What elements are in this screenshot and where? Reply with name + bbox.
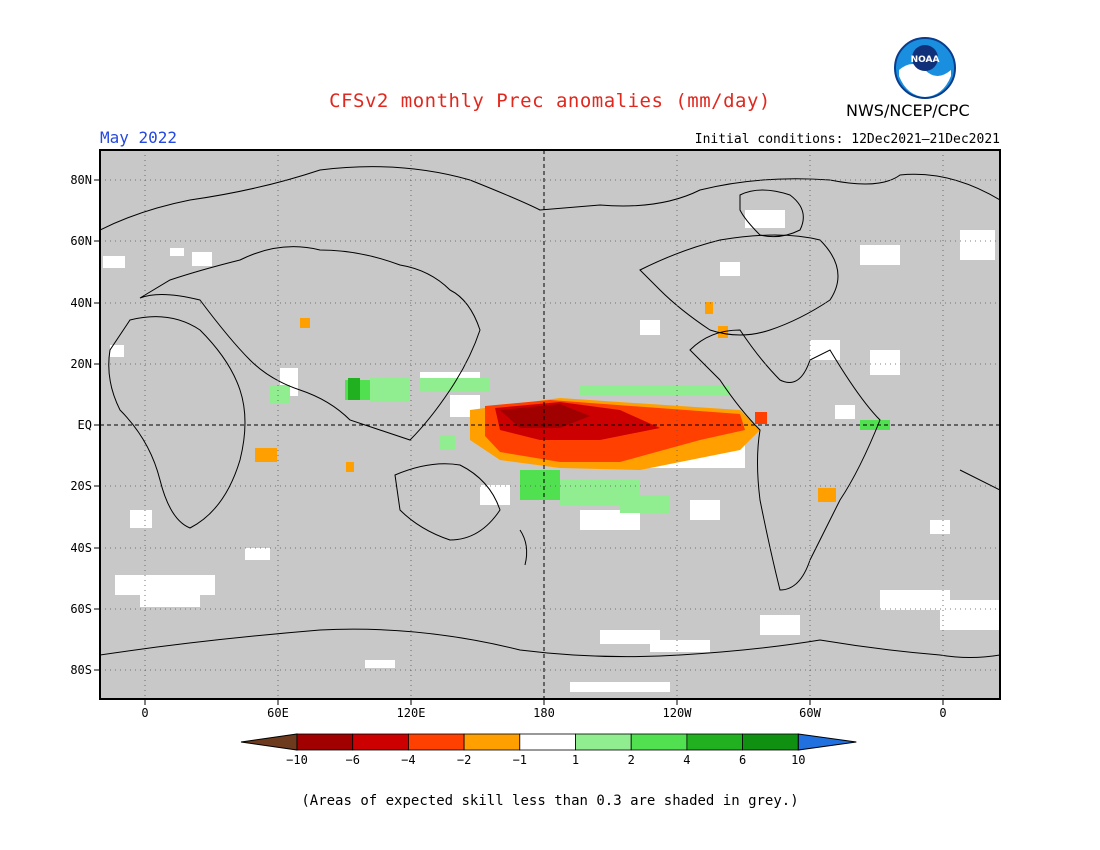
lat-label: 40N xyxy=(70,296,92,310)
colorbar-tick-label: −6 xyxy=(345,753,359,767)
lat-label: 80N xyxy=(70,173,92,187)
lon-label: 0 xyxy=(939,706,946,720)
colorbar-tick-label: −1 xyxy=(513,753,527,767)
svg-text:NOAA: NOAA xyxy=(911,55,940,65)
colorbar-box xyxy=(352,733,409,751)
colorbar-tick-label: −4 xyxy=(401,753,415,767)
lon-label: 60W xyxy=(799,706,821,720)
forecast-month: May 2022 xyxy=(100,128,178,147)
colorbar-box xyxy=(519,733,576,751)
colorbar-tick-label: −10 xyxy=(286,753,308,767)
colorbar-arrow-low xyxy=(240,733,298,751)
lat-label: 80S xyxy=(70,663,92,677)
lon-label: 120W xyxy=(663,706,693,720)
colorbar-box xyxy=(575,733,632,751)
lon-label: 120E xyxy=(397,706,426,720)
lon-axis: 0 60E 120E 180 120W 60W 0 xyxy=(141,699,947,720)
coastlines xyxy=(100,166,1000,658)
lat-label: 20S xyxy=(70,479,92,493)
colorbar-box xyxy=(742,733,799,751)
graticule xyxy=(100,150,1000,699)
colorbar-box xyxy=(407,733,465,751)
colorbar-tick-label: 10 xyxy=(791,753,805,767)
skill-note: (Areas of expected skill less than 0.3 a… xyxy=(301,793,799,809)
lat-label: 20N xyxy=(70,357,92,371)
lat-label: EQ xyxy=(78,418,92,432)
lat-axis: 80N 60N 40N 20N EQ 20S 40S 60S 80S xyxy=(70,173,100,677)
colorbar-arrow-high xyxy=(797,733,857,751)
lat-label: 40S xyxy=(70,541,92,555)
colorbar: −10 −6 −4 −2 −1 1 2 4 6 10 xyxy=(240,733,857,767)
lon-label: 0 xyxy=(141,706,148,720)
colorbar-tick-label: −2 xyxy=(457,753,471,767)
colorbar-tick-label: 6 xyxy=(739,753,746,767)
colorbar-box xyxy=(630,733,688,751)
initial-conditions: Initial conditions: 12Dec2021–21Dec2021 xyxy=(694,132,1000,147)
noaa-logo: NOAA xyxy=(893,36,957,100)
colorbar-tick-label: 2 xyxy=(628,753,635,767)
colorbar-box xyxy=(463,733,521,751)
lon-label: 60E xyxy=(267,706,289,720)
organization-label: NWS/NCEP/CPC xyxy=(846,101,970,120)
colorbar-box xyxy=(686,733,744,751)
colorbar-box xyxy=(296,733,354,751)
wet-anomalies xyxy=(270,378,890,513)
colorbar-tick-label: 4 xyxy=(683,753,690,767)
colorbar-tick-label: 1 xyxy=(572,753,579,767)
lon-label: 180 xyxy=(533,706,555,720)
lat-label: 60S xyxy=(70,602,92,616)
dry-anomalies xyxy=(255,302,836,502)
lat-label: 60N xyxy=(70,234,92,248)
map-title: CFSv2 monthly Prec anomalies (mm/day) xyxy=(329,90,771,112)
